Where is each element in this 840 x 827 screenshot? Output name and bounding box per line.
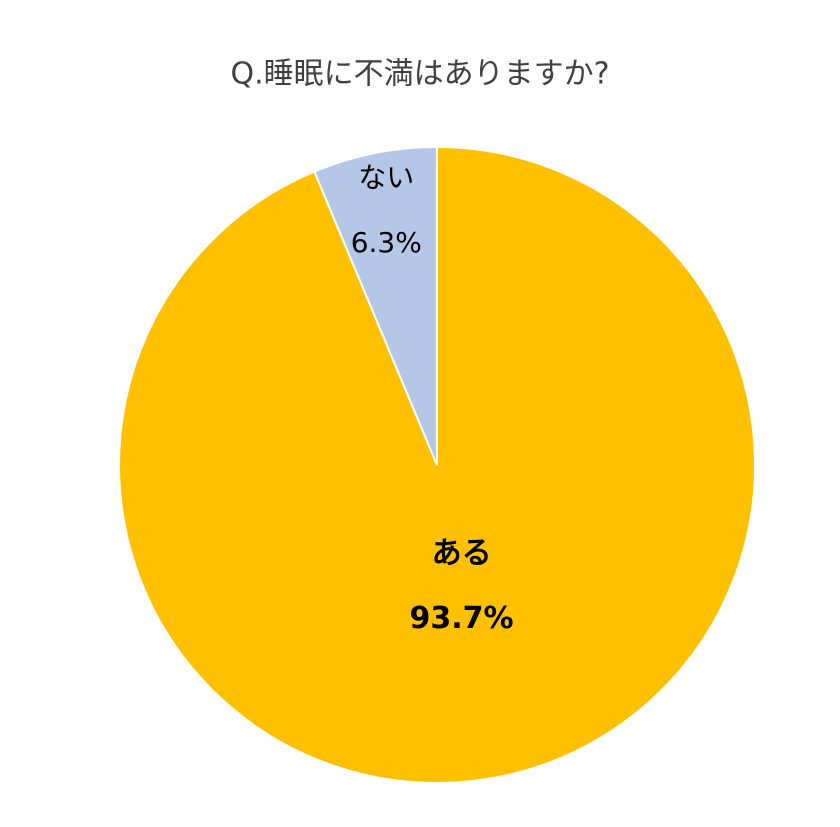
chart-title: Q.睡眠に不満はありますか? bbox=[230, 57, 609, 92]
slice-category-label: ある bbox=[432, 536, 492, 571]
slice-category-label: ない bbox=[358, 161, 414, 194]
slice-value-label: 93.7% bbox=[410, 601, 514, 636]
slice-value-label: 6.3% bbox=[351, 226, 422, 259]
pie-slice bbox=[313, 145, 438, 466]
